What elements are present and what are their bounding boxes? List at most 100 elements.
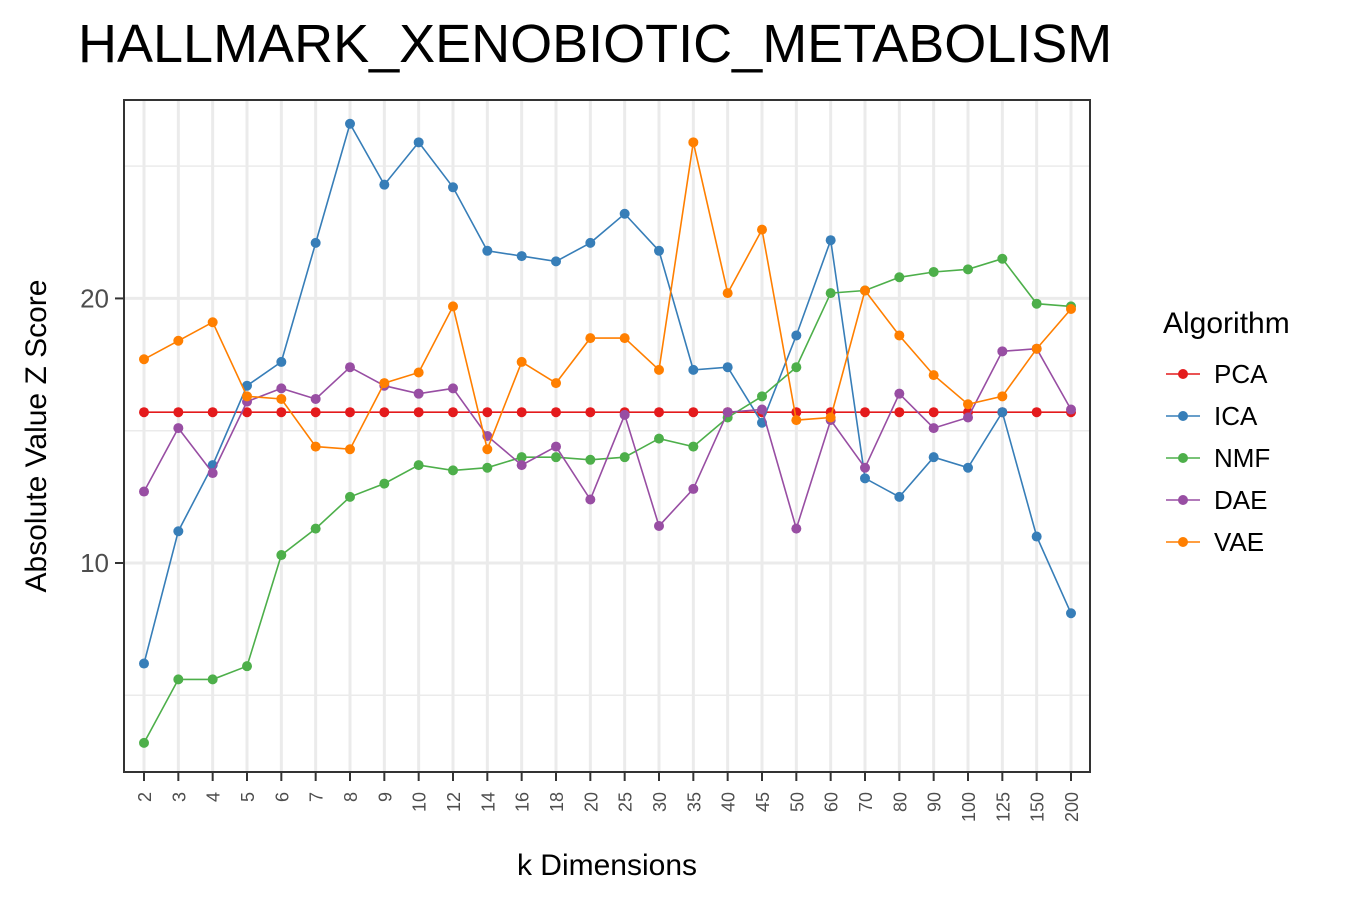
data-point-dae	[551, 441, 561, 452]
data-point-nmf	[894, 272, 905, 283]
data-point-vae	[963, 399, 973, 410]
data-point-ica	[516, 251, 527, 262]
data-point-ica	[585, 237, 596, 248]
series-line-vae	[143, 142, 1072, 452]
chart-title: HALLMARK_XENOBIOTIC_METABOLISM	[78, 14, 1112, 74]
data-point-pca	[448, 407, 458, 418]
x-tick-label: 12	[444, 792, 464, 812]
data-point-dae	[139, 486, 149, 497]
legend-item-ica: ICA	[1166, 401, 1258, 431]
legend-item-nmf: NMF	[1166, 443, 1270, 473]
data-point-vae	[688, 137, 699, 148]
x-tick-label: 25	[616, 792, 636, 812]
data-point-pca	[379, 407, 390, 418]
data-point-vae	[551, 378, 561, 389]
data-point-ica	[688, 364, 699, 375]
data-point-nmf	[139, 737, 149, 748]
data-point-ica	[825, 235, 836, 246]
x-tick-label: 50	[787, 792, 807, 812]
legend-key-point	[1178, 369, 1188, 379]
data-point-vae	[139, 354, 149, 365]
x-tick-label: 200	[1062, 792, 1082, 822]
data-point-pca	[894, 407, 905, 418]
data-point-vae	[379, 378, 390, 389]
data-point-nmf	[276, 550, 287, 561]
data-point-ica	[1066, 608, 1076, 619]
data-point-ica	[413, 137, 424, 148]
x-tick-label: 125	[993, 792, 1013, 822]
data-point-nmf	[997, 253, 1008, 264]
data-point-dae	[448, 383, 458, 394]
data-point-nmf	[379, 478, 390, 489]
data-point-ica	[242, 380, 252, 391]
data-point-dae	[310, 393, 321, 404]
data-point-vae	[654, 364, 664, 375]
legend-label-pca: PCA	[1214, 359, 1268, 389]
series-layer	[139, 118, 1076, 748]
x-tick-label: 14	[478, 792, 498, 812]
data-point-vae	[173, 335, 184, 346]
legend-label-nmf: NMF	[1214, 443, 1270, 473]
x-tick-label: 150	[1028, 792, 1048, 822]
legend-label-ica: ICA	[1214, 401, 1258, 431]
x-tick-label: 40	[719, 792, 739, 812]
data-point-nmf	[585, 454, 596, 465]
x-tick-label: 70	[856, 792, 876, 812]
legend-title: Algorithm	[1163, 307, 1290, 340]
data-point-ica	[928, 452, 939, 463]
data-point-vae	[482, 444, 493, 455]
data-point-nmf	[825, 288, 836, 299]
series-vae	[139, 137, 1076, 455]
data-point-vae	[722, 288, 733, 299]
data-point-pca	[688, 407, 699, 418]
data-point-pca	[860, 407, 870, 418]
data-point-dae	[276, 383, 287, 394]
x-axis-title: k Dimensions	[517, 849, 697, 882]
data-point-ica	[448, 182, 458, 193]
x-tick-label: 6	[272, 792, 292, 802]
data-point-nmf	[963, 264, 973, 275]
data-point-vae	[791, 415, 802, 426]
data-point-vae	[894, 330, 905, 341]
data-point-vae	[825, 412, 836, 423]
legend-label-dae: DAE	[1214, 485, 1267, 515]
series-pca	[139, 407, 1076, 418]
data-point-nmf	[448, 465, 458, 476]
data-point-dae	[654, 520, 664, 531]
data-point-pca	[207, 407, 218, 418]
x-tick-label: 20	[581, 792, 601, 812]
legend-item-pca: PCA	[1166, 359, 1268, 389]
data-point-vae	[448, 301, 458, 312]
legend-key-point	[1178, 453, 1188, 463]
x-tick-label: 100	[959, 792, 979, 822]
x-tick-label: 18	[547, 792, 567, 812]
x-tick-label: 10	[410, 792, 430, 812]
legend-key-point	[1178, 411, 1188, 421]
data-point-nmf	[207, 674, 218, 685]
series-ica	[139, 118, 1076, 669]
data-point-nmf	[688, 441, 699, 452]
data-point-nmf	[242, 661, 252, 672]
data-point-ica	[963, 462, 973, 473]
data-point-pca	[585, 407, 596, 418]
data-point-dae	[860, 462, 870, 473]
data-point-nmf	[310, 523, 321, 534]
data-point-vae	[997, 391, 1008, 402]
x-tick-label: 5	[238, 792, 258, 802]
data-point-ica	[551, 256, 561, 267]
data-point-vae	[928, 370, 939, 381]
plot-background	[124, 100, 1090, 772]
legend-item-vae: VAE	[1166, 527, 1264, 557]
x-tick-label: 80	[890, 792, 910, 812]
x-tick-label: 3	[169, 792, 189, 802]
data-point-vae	[619, 333, 630, 344]
data-point-vae	[345, 444, 355, 455]
data-point-pca	[1031, 407, 1042, 418]
series-line-ica	[143, 121, 1072, 664]
data-point-dae	[619, 409, 630, 420]
x-tick-label: 4	[204, 792, 224, 802]
y-axis: 10 20	[80, 283, 124, 578]
series-nmf	[139, 253, 1076, 748]
x-tick-label: 30	[650, 792, 670, 812]
